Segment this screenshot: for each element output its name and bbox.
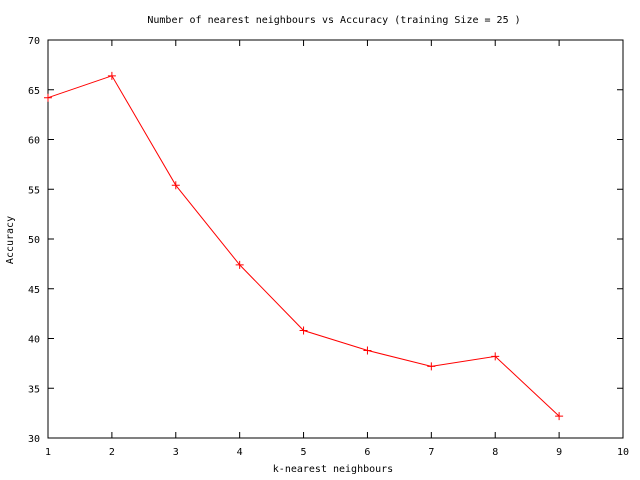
y-axis: 30 35 40 45 50 55 60 65 70 <box>28 36 623 445</box>
plot-frame <box>47 39 624 439</box>
y-axis-label: Accuracy <box>5 216 16 264</box>
x-axis-label: k-nearest neighbours <box>273 464 393 475</box>
series-layer <box>44 71 564 421</box>
data-point-marker <box>363 346 372 355</box>
y-tick-label: 65 <box>28 86 40 97</box>
series-line <box>47 75 560 417</box>
data-point-marker <box>171 181 180 190</box>
data-point-marker <box>299 326 308 335</box>
x-axis: 1 2 3 4 5 6 7 8 9 10 <box>45 40 629 458</box>
x-tick-label: 7 <box>428 447 434 458</box>
x-tick-label: 2 <box>109 447 115 458</box>
y-tick-label: 40 <box>28 335 40 346</box>
x-tick-label: 10 <box>617 447 629 458</box>
y-tick-label: 30 <box>28 434 40 445</box>
data-point-marker <box>235 260 244 269</box>
y-tick-label: 35 <box>28 384 40 395</box>
y-tick-label: 45 <box>28 285 40 296</box>
data-point-marker <box>555 412 564 421</box>
x-tick-label: 8 <box>492 447 498 458</box>
x-tick-label: 9 <box>556 447 562 458</box>
x-tick-label: 4 <box>237 447 243 458</box>
data-point-marker <box>491 352 500 361</box>
data-point-marker <box>427 362 436 371</box>
data-point-marker <box>107 71 116 80</box>
data-point-marker <box>44 93 52 102</box>
y-tick-label: 70 <box>28 36 40 47</box>
x-tick-label: 5 <box>301 447 307 458</box>
y-tick-label: 55 <box>28 185 40 196</box>
x-tick-label: 6 <box>364 447 370 458</box>
y-tick-label: 50 <box>28 235 40 246</box>
y-tick-label: 60 <box>28 136 40 147</box>
chart-title: Number of nearest neighbours vs Accuracy… <box>147 15 520 26</box>
x-tick-label: 1 <box>45 447 51 458</box>
x-tick-label: 3 <box>173 447 179 458</box>
